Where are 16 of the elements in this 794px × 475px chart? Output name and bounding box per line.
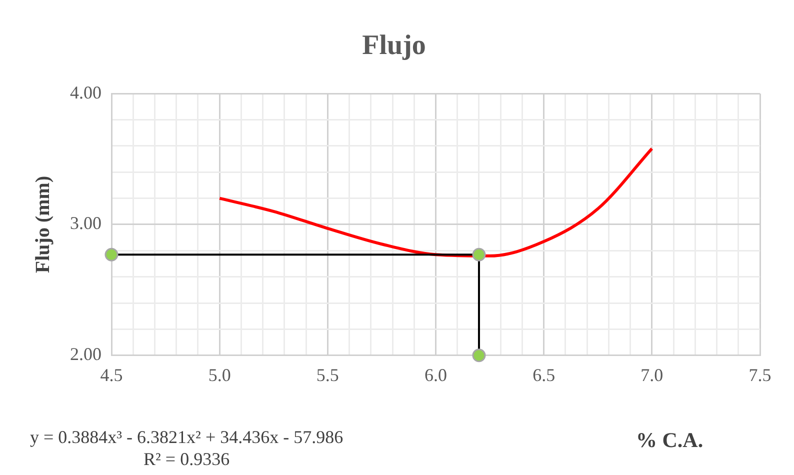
y-tick-label: 3.00 [70,213,102,234]
x-tick-label: 5.5 [316,364,339,385]
text: R² = 0.9336 [142,448,231,470]
text: y = 0.3884x³ - 6.3821x² + 34.436x - 57.986 [30,426,344,448]
x-tick-label: 7.5 [748,364,772,385]
chart-title: Flujo [362,30,426,62]
x-tick-label: 4.5 [100,364,123,385]
x-tick-label: 7.0 [640,364,664,385]
x-axis-title: % C.A. [636,428,704,453]
x-tick-label: 6.0 [424,364,447,385]
y-tick-label: 4.00 [70,82,102,102]
line-series [218,147,654,258]
x-tick-label: 6.5 [532,364,556,385]
x-tick-label: 5.0 [208,364,231,385]
y-tick-label: 2.00 [70,344,102,364]
y-axis-title: Flujo (mm) [32,176,54,274]
